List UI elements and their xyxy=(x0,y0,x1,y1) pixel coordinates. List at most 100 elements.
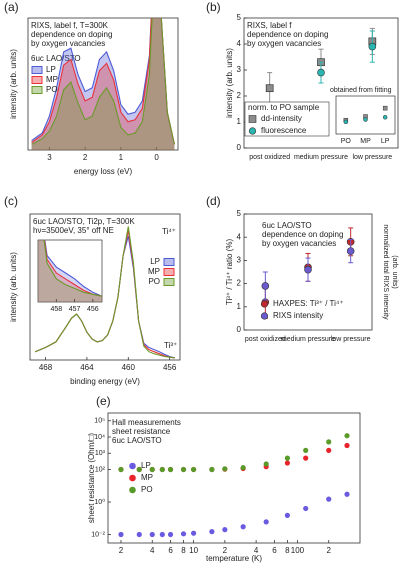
legend-label: LP xyxy=(141,461,151,470)
legend-swatch xyxy=(163,268,175,276)
inset-category-label: PO xyxy=(341,138,352,145)
line xyxy=(43,240,102,297)
legend-marker xyxy=(248,127,257,135)
x-tick-label: 2 xyxy=(327,546,332,555)
x-tick-label: 0 xyxy=(154,153,159,162)
inset-area xyxy=(38,240,102,302)
inset-point xyxy=(382,105,388,111)
y-tick-label: 1 xyxy=(237,117,242,126)
point xyxy=(167,531,174,538)
point xyxy=(263,519,269,525)
x-tick-label: 3 xyxy=(47,153,52,162)
y2-axis-label: (arb. units) xyxy=(391,255,398,288)
line xyxy=(43,240,102,297)
note: dependence on doping xyxy=(31,30,112,39)
point xyxy=(136,531,142,538)
note: RIXS, label f, T=300K xyxy=(31,21,109,30)
legend-label: MP xyxy=(148,267,160,276)
x-tick-label: 8 xyxy=(285,546,290,555)
x-axis-label: energy loss (eV) xyxy=(74,167,133,176)
area xyxy=(31,18,175,150)
area xyxy=(31,18,175,150)
point xyxy=(209,466,215,473)
y-tick-label: 10⁻² xyxy=(91,531,105,538)
y-tick-label: 3 xyxy=(237,256,242,265)
x-tick-label: 4 xyxy=(254,546,259,555)
point xyxy=(190,530,197,536)
point xyxy=(149,531,155,538)
y-tick-label: 2 xyxy=(237,279,242,288)
point xyxy=(284,455,290,461)
legend-marker xyxy=(260,312,269,320)
category-label: post oxidized xyxy=(245,336,286,343)
point xyxy=(222,527,228,533)
category-label: low pressure xyxy=(352,154,392,161)
point xyxy=(261,282,270,290)
point xyxy=(190,466,197,473)
point xyxy=(180,466,187,473)
category-label: medium pressure xyxy=(281,336,335,343)
point xyxy=(240,465,246,471)
x-tick-label: 464 xyxy=(80,363,94,372)
point xyxy=(326,496,332,502)
category-label: medium pressure xyxy=(294,154,348,161)
y-tick-label: 10⁴ xyxy=(94,434,105,441)
legend-marker xyxy=(248,115,257,123)
category-label: low pressure xyxy=(331,336,371,343)
y-tick-label: 4 xyxy=(237,39,242,48)
point xyxy=(284,460,290,466)
legend-title: norm. to PO sample xyxy=(248,103,320,112)
y-axis-label: intensity (arb. units) xyxy=(225,48,234,118)
point xyxy=(303,455,309,461)
legend-label: HAXPES: Ti³⁺ / Ti⁴⁺ xyxy=(273,299,344,308)
x-tick-label: 456 xyxy=(163,363,177,372)
panel-label: (b) xyxy=(206,0,221,14)
y-tick-label: 5 xyxy=(237,13,242,22)
inset-area xyxy=(38,240,102,302)
y-tick-label: 10⁰ xyxy=(94,498,105,506)
y-axis-label: Ti³⁺ / Ti⁴⁺ ratio (%) xyxy=(225,239,234,306)
note: by oxygen vacancies xyxy=(31,39,105,48)
x-tick-label: 1 xyxy=(119,153,124,162)
point xyxy=(167,466,174,473)
inset-point xyxy=(363,117,368,122)
x-tick-label: 100 xyxy=(291,546,305,555)
inset-x-tick-label: 458 xyxy=(50,306,62,313)
point xyxy=(136,466,142,473)
y-tick-label: 3 xyxy=(237,65,242,74)
line xyxy=(31,18,175,145)
x-tick-label: 460 xyxy=(122,363,136,372)
x-tick-label: 6 xyxy=(272,546,277,555)
plot-frame xyxy=(107,412,361,544)
x-tick-label: 4 xyxy=(150,546,155,555)
legend-marker xyxy=(129,486,136,494)
point xyxy=(346,247,355,255)
y-tick-label: 10² xyxy=(95,466,106,473)
point xyxy=(304,265,312,274)
note: 6uc LAO/STO xyxy=(112,436,162,445)
legend-swatch xyxy=(31,86,43,94)
note: dependence on doping xyxy=(247,30,328,39)
legend-label: LP xyxy=(150,257,160,266)
note: Hall measurements xyxy=(112,418,181,427)
y-tick-label: 1 xyxy=(237,302,242,311)
y-axis-label: intensity (arb. units) xyxy=(9,252,18,322)
legend-label: PO xyxy=(46,85,58,94)
point xyxy=(344,433,350,439)
point xyxy=(149,466,155,473)
inset-area xyxy=(38,240,102,302)
y-tick-label: 0 xyxy=(237,143,242,152)
legend-swatch xyxy=(31,76,43,84)
x-tick-label: 8 xyxy=(181,546,186,555)
note: hν=3500eV, 35° off NE xyxy=(33,226,114,235)
category-label: post oxidized xyxy=(249,154,290,161)
note: by oxygen vacancies xyxy=(262,239,336,248)
line xyxy=(31,18,175,145)
inset-title: obtained from fitting xyxy=(330,87,392,94)
legend-label: PO xyxy=(141,485,153,494)
point xyxy=(159,466,165,473)
note: 6uc LAO/STO xyxy=(31,54,81,63)
legend-label: RIXS intensity xyxy=(273,311,323,320)
note: 6uc LAO/STO xyxy=(262,221,312,230)
